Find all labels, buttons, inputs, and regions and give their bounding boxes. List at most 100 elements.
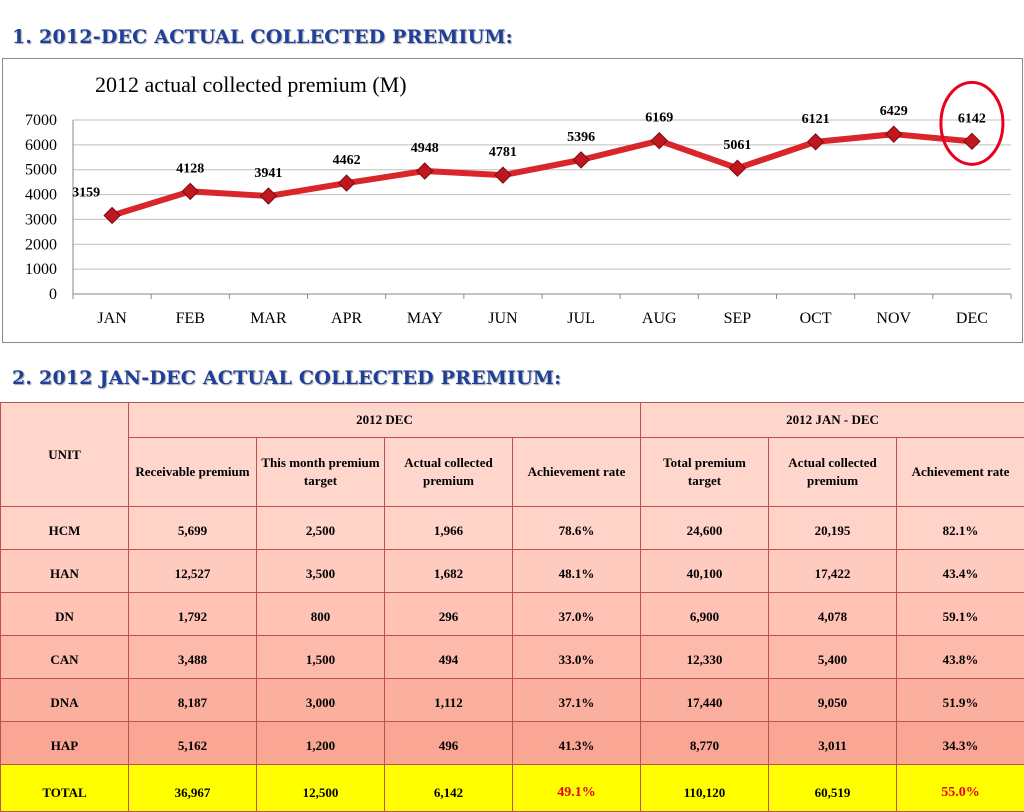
cell-total-target: 24,600 (641, 507, 769, 550)
cell-receivable-premium: 1,792 (129, 593, 257, 636)
cell-achievement-rate-dec: 48.1% (513, 550, 641, 593)
cell-month-target: 1,200 (257, 722, 385, 765)
x-tick-label: JUN (488, 310, 518, 327)
cell-total-target: 6,900 (641, 593, 769, 636)
cell-actual-collected-year: 4,078 (769, 593, 897, 636)
cell-actual-collected-year: 5,400 (769, 636, 897, 679)
x-tick-label: JUL (567, 310, 595, 327)
cell-unit: HAN (1, 550, 129, 593)
total-cell-actual-collected-dec: 6,142 (385, 765, 513, 812)
total-cell-month-target: 12,500 (257, 765, 385, 812)
chart-title: 2012 actual collected premium (M) (95, 72, 407, 97)
col-header-total-target: Total premium target (641, 438, 769, 507)
cell-unit: HCM (1, 507, 129, 550)
cell-achievement-rate-dec: 41.3% (513, 722, 641, 765)
cell-actual-collected-year: 17,422 (769, 550, 897, 593)
total-cell-total-target: 110,120 (641, 765, 769, 812)
cell-unit: HAP (1, 722, 129, 765)
x-tick-label: APR (331, 310, 362, 327)
cell-receivable-premium: 5,699 (129, 507, 257, 550)
col-header-actual-collected-year: Actual collected premium (769, 438, 897, 507)
col-header-achievement-rate-year: Achievement rate (897, 438, 1024, 507)
cell-total-target: 8,770 (641, 722, 769, 765)
unit-header: UNIT (1, 403, 129, 507)
series-line (112, 134, 972, 215)
cell-month-target: 3,000 (257, 679, 385, 722)
x-tick-label: NOV (876, 310, 911, 327)
section-heading-monthly: 1. 2012-DEC ACTUAL COLLECTED PREMIUM: (12, 26, 513, 48)
cell-total-target: 12,330 (641, 636, 769, 679)
cell-achievement-rate-year: 43.8% (897, 636, 1024, 679)
total-cell-achievement-rate-dec: 49.1% (513, 765, 641, 812)
total-cell-actual-collected-year: 60,519 (769, 765, 897, 812)
cell-actual-collected-dec: 1,112 (385, 679, 513, 722)
y-tick-label: 3000 (25, 211, 57, 228)
x-tick-label: MAY (407, 310, 443, 327)
cell-achievement-rate-year: 34.3% (897, 722, 1024, 765)
y-tick-label: 4000 (25, 187, 57, 204)
group-header-jan-dec: 2012 JAN - DEC (641, 403, 1024, 438)
cell-receivable-premium: 5,162 (129, 722, 257, 765)
cell-achievement-rate-dec: 78.6% (513, 507, 641, 550)
cell-achievement-rate-dec: 37.1% (513, 679, 641, 722)
data-label: 5396 (567, 130, 595, 145)
data-label: 5061 (723, 138, 751, 153)
col-header-achievement-rate-dec: Achievement rate (513, 438, 641, 507)
total-cell-receivable-premium: 36,967 (129, 765, 257, 812)
data-point-marker (339, 175, 355, 191)
cell-total-target: 17,440 (641, 679, 769, 722)
data-point-marker (417, 163, 433, 179)
data-point-marker (964, 133, 980, 149)
data-point-marker (104, 207, 120, 223)
col-header-actual-collected-dec: Actual collected premium (385, 438, 513, 507)
cell-achievement-rate-dec: 33.0% (513, 636, 641, 679)
cell-achievement-rate-year: 43.4% (897, 550, 1024, 593)
data-label: 4781 (489, 145, 517, 160)
data-point-marker (886, 126, 902, 142)
y-tick-label: 1000 (25, 261, 57, 278)
total-cell-achievement-rate-year: 55.0% (897, 765, 1024, 812)
y-tick-label: 7000 (25, 112, 57, 129)
cell-achievement-rate-year: 59.1% (897, 593, 1024, 636)
chart-svg: 2012 actual collected premium (M)0100020… (3, 59, 1022, 342)
data-label: 6429 (880, 104, 908, 119)
cell-actual-collected-year: 9,050 (769, 679, 897, 722)
col-header-receivable-premium: Receivable premium (129, 438, 257, 507)
cell-receivable-premium: 8,187 (129, 679, 257, 722)
col-header-month-target: This month premium target (257, 438, 385, 507)
data-point-marker (808, 134, 824, 150)
cell-actual-collected-year: 3,011 (769, 722, 897, 765)
cell-receivable-premium: 12,527 (129, 550, 257, 593)
cell-total-target: 40,100 (641, 550, 769, 593)
x-tick-label: DEC (956, 310, 988, 327)
section-heading-yearly: 2. 2012 JAN-DEC ACTUAL COLLECTED PREMIUM… (12, 367, 561, 389)
data-label: 4948 (411, 141, 439, 156)
cell-month-target: 800 (257, 593, 385, 636)
x-tick-label: AUG (642, 310, 677, 327)
cell-achievement-rate-year: 82.1% (897, 507, 1024, 550)
data-point-marker (182, 183, 198, 199)
data-point-marker (260, 188, 276, 204)
cell-actual-collected-dec: 494 (385, 636, 513, 679)
table-header-row-groups: UNIT 2012 DEC 2012 JAN - DEC (1, 403, 1024, 438)
x-tick-label: MAR (250, 310, 287, 327)
y-tick-label: 6000 (25, 137, 57, 154)
y-tick-label: 5000 (25, 162, 57, 179)
cell-unit: CAN (1, 636, 129, 679)
premium-table: UNIT 2012 DEC 2012 JAN - DEC Receivable … (0, 402, 1024, 812)
data-point-marker (651, 133, 667, 149)
x-tick-label: SEP (724, 310, 752, 327)
group-header-dec: 2012 DEC (129, 403, 641, 438)
data-point-marker (729, 160, 745, 176)
cell-actual-collected-dec: 496 (385, 722, 513, 765)
data-label: 3941 (254, 166, 282, 181)
data-label: 4128 (176, 161, 204, 176)
